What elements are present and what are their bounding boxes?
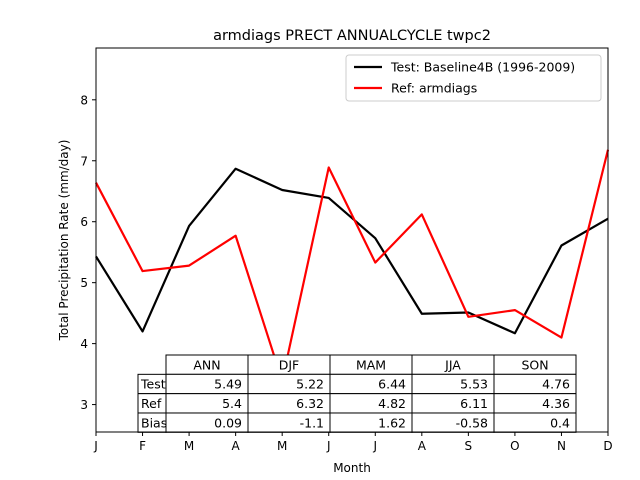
y-axis-label: Total Precipitation Rate (mm/day): [57, 140, 71, 342]
table-cell-value: 5.49: [214, 377, 242, 392]
x-tick-label: M: [184, 439, 194, 453]
table-cell-value: 0.4: [550, 415, 570, 430]
table-cell-value: 4.82: [378, 396, 406, 411]
table-row-label: Bias: [141, 415, 167, 430]
table-cell-value: 4.76: [542, 377, 570, 392]
table-cell-value: 4.36: [542, 396, 570, 411]
x-tick-label: A: [418, 439, 427, 453]
x-tick-label: F: [139, 439, 146, 453]
x-tick-label: J: [326, 439, 331, 453]
table-cell-value: 1.62: [378, 415, 406, 430]
table-cell-value: 6.44: [378, 377, 406, 392]
y-tick-label: 8: [80, 93, 88, 107]
x-tick-label: N: [557, 439, 566, 453]
x-tick-label: J: [93, 439, 98, 453]
table-cell-value: 5.4: [222, 396, 242, 411]
x-tick-label: D: [603, 439, 612, 453]
table-header-label: SON: [521, 357, 548, 372]
table-header-label: DJF: [279, 357, 300, 372]
y-tick-label: 7: [80, 154, 88, 168]
table-header-label: JJA: [444, 357, 461, 372]
table-row-label: Test: [140, 377, 166, 392]
x-tick-label: S: [465, 439, 473, 453]
series-line-2: [95, 149, 610, 382]
chart-title: armdiags PRECT ANNUALCYCLE twpc2: [213, 28, 491, 44]
table-header-label: MAM: [356, 357, 386, 372]
table-cell-value: 6.11: [460, 396, 488, 411]
x-axis-label: Month: [333, 461, 371, 475]
y-tick-label: 3: [80, 398, 88, 412]
x-tick-label: A: [232, 439, 241, 453]
table-row-label: Ref: [141, 396, 162, 411]
x-tick-label: J: [372, 439, 377, 453]
axes-frame: [95, 47, 609, 433]
table-cell-value: 5.22: [296, 377, 324, 392]
table-cell-value: -1.1: [300, 415, 324, 430]
x-tick-label: O: [510, 439, 519, 453]
table-cell-value: 0.09: [214, 415, 242, 430]
table-cell-value: -0.58: [456, 415, 488, 430]
y-tick-label: 6: [80, 215, 88, 229]
table-cell-value: 6.32: [296, 396, 324, 411]
table-header-label: ANN: [193, 357, 220, 372]
legend-box: [345, 54, 602, 102]
y-tick-label: 5: [80, 276, 88, 290]
y-tick-label: 4: [80, 337, 88, 351]
table-cell-value: 5.53: [460, 377, 488, 392]
legend-label: Test: Baseline4B (1996-2009): [390, 60, 575, 75]
legend-label: Ref: armdiags: [391, 81, 477, 96]
series-line-1: [95, 167, 609, 335]
x-tick-label: M: [277, 439, 287, 453]
